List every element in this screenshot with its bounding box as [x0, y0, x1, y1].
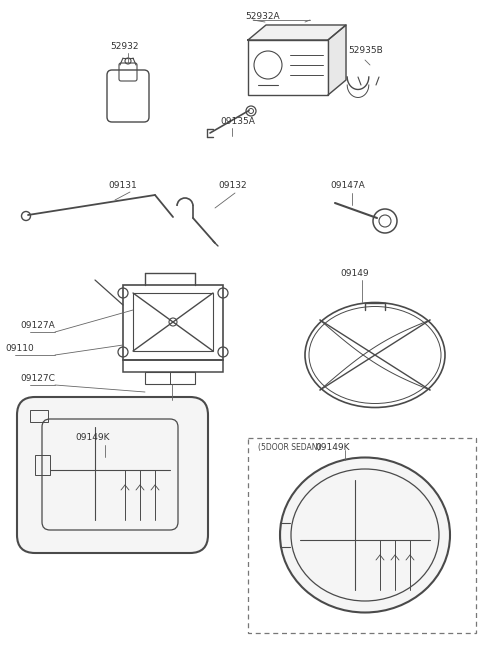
- Bar: [145, 372, 195, 384]
- Bar: [123, 285, 223, 360]
- Text: 09127A: 09127A: [20, 321, 55, 330]
- Text: 09149K: 09149K: [75, 433, 109, 442]
- Text: 52932: 52932: [110, 42, 139, 51]
- Bar: [30, 410, 48, 422]
- Bar: [143, 400, 198, 415]
- Text: 52935B: 52935B: [348, 46, 383, 55]
- Bar: [123, 360, 223, 372]
- Text: 09127C: 09127C: [20, 374, 55, 383]
- Text: 09147A: 09147A: [330, 181, 365, 190]
- Bar: [248, 438, 476, 633]
- Text: 09149K: 09149K: [315, 443, 349, 452]
- Text: 09110: 09110: [5, 344, 34, 353]
- Bar: [133, 293, 213, 351]
- FancyBboxPatch shape: [17, 397, 208, 553]
- Bar: [35, 455, 50, 475]
- Text: 52932A: 52932A: [245, 12, 280, 21]
- Polygon shape: [328, 25, 346, 95]
- Ellipse shape: [280, 458, 450, 613]
- Bar: [248, 40, 328, 95]
- Text: (5DOOR SEDAN): (5DOOR SEDAN): [258, 443, 321, 452]
- Polygon shape: [248, 25, 346, 40]
- Text: 09135A: 09135A: [220, 117, 255, 126]
- Text: 09149: 09149: [340, 269, 369, 278]
- Text: 09132: 09132: [218, 181, 247, 190]
- Text: 09131: 09131: [108, 181, 137, 190]
